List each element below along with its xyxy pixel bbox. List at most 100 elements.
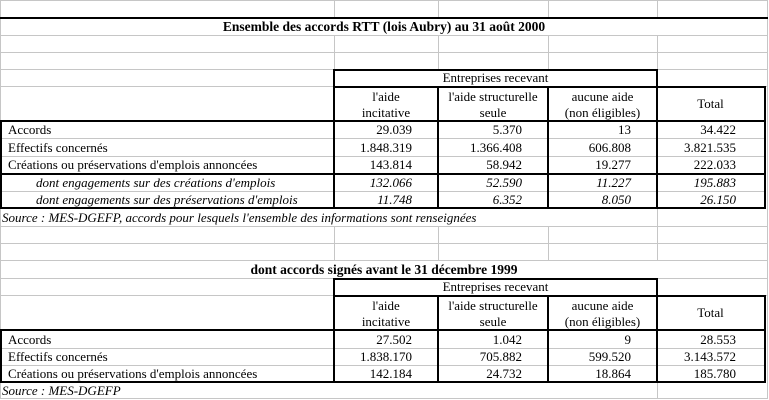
cell-value: 1.838.170 (360, 349, 412, 364)
gridline (657, 0, 658, 17)
cell-value: 24.732 (486, 366, 522, 381)
gridline (548, 35, 549, 69)
gridline (0, 226, 768, 227)
table-border (0, 17, 768, 19)
cell-value: 132.066 (369, 175, 412, 190)
cell-value: 8.050 (601, 192, 631, 207)
cell-value: 195.883 (693, 175, 736, 190)
table-border (333, 69, 335, 209)
gridline (657, 382, 658, 398)
table-border (656, 69, 658, 209)
cell-value: 1.366.408 (470, 140, 522, 155)
table-border (764, 295, 766, 383)
cell-value: 52.590 (486, 175, 522, 190)
row-label: Accords (8, 332, 52, 347)
table1-col-header-aide-structurelle: l'aide structurelle seule (448, 89, 538, 120)
table1-source-note: Source : MES-DGEFP, accords pour lesquel… (2, 210, 477, 225)
table1-group-header: Entreprises recevant (442, 70, 549, 85)
cell-value: 26.150 (700, 192, 736, 207)
table2-title: dont accords signés avant le 31 décembre… (250, 262, 518, 277)
cell-value: 29.039 (376, 122, 412, 137)
cell-value: 9 (624, 332, 632, 347)
table-border (0, 207, 766, 209)
cell-value: 6.352 (492, 192, 522, 207)
table-border (547, 295, 549, 383)
cell-value: 34.422 (700, 122, 736, 137)
cell-value: 142.184 (369, 366, 412, 381)
table-border (334, 86, 766, 88)
gridline (0, 398, 768, 399)
table1-col-header-aucune-aide: aucune aide (non éligibles) (564, 89, 641, 120)
table1-col-header-total: Total (697, 96, 724, 111)
row-label: Créations ou préservations d'emplois ann… (8, 157, 258, 172)
row-label: Effectifs concernés (8, 349, 108, 364)
gridline (0, 0, 768, 1)
table2-col-header-aucune-aide: aucune aide (non éligibles) (564, 298, 641, 329)
table-border (0, 120, 766, 122)
table-border (333, 278, 335, 383)
cell-value: 58.942 (486, 157, 522, 172)
cell-value: 5.370 (492, 122, 522, 137)
gridline (0, 52, 768, 53)
cell-value: 28.553 (700, 332, 736, 347)
cell-value: 1.042 (492, 332, 522, 347)
row-label: dont engagements sur des créations d'emp… (36, 175, 276, 190)
table-border (334, 295, 766, 297)
cell-value: 19.277 (595, 157, 631, 172)
cell-value: 606.808 (588, 140, 631, 155)
table-border (437, 86, 439, 209)
table-border (547, 86, 549, 209)
gridline (0, 365, 766, 366)
table-border (0, 329, 766, 331)
cell-value: 3.821.535 (684, 140, 736, 155)
table2-col-header-aide-incitative: l'aide incitative (361, 298, 411, 329)
gridline (0, 156, 766, 157)
table-border (437, 295, 439, 383)
cell-value: 3.143.572 (684, 349, 736, 364)
row-label: Effectifs concernés (8, 140, 108, 155)
gridline (334, 226, 335, 260)
gridline (438, 35, 439, 69)
row-label: dont engagements sur des préservations d… (36, 192, 298, 207)
gridline (0, 348, 766, 349)
gridline (0, 191, 766, 192)
cell-value: 185.780 (693, 366, 736, 381)
row-label: Créations ou préservations d'emplois ann… (8, 366, 258, 381)
table-border (0, 120, 2, 209)
table-border (0, 329, 2, 383)
row-label: Accords (8, 122, 52, 137)
table-border (764, 86, 766, 209)
gridline (334, 0, 335, 17)
table1-col-header-aide-incitative: l'aide incitative (361, 89, 411, 120)
gridline (334, 35, 335, 69)
cell-value: 143.814 (369, 157, 412, 172)
gridline (0, 138, 766, 139)
gridline (0, 35, 768, 36)
gridline (0, 260, 768, 261)
table2-col-header-aide-structurelle: l'aide structurelle seule (448, 298, 538, 329)
cell-value: 1.848.319 (360, 140, 412, 155)
cell-value: 599.520 (588, 349, 631, 364)
cell-value: 27.502 (376, 332, 412, 347)
gridline (657, 35, 658, 69)
table2-col-header-total: Total (697, 305, 724, 320)
gridline (657, 208, 658, 260)
gridline (548, 0, 549, 17)
cell-value: 11.748 (377, 192, 412, 207)
table2-group-header: Entreprises recevant (442, 279, 549, 294)
table2-source-note: Source : MES-DGEFP (2, 383, 121, 398)
cell-value: 222.033 (693, 157, 736, 172)
cell-value: 13 (618, 122, 631, 137)
cell-value: 18.864 (595, 366, 631, 381)
table-border (0, 173, 766, 175)
table-border (334, 278, 658, 280)
gridline (767, 0, 768, 399)
table1-title: Ensemble des accords RTT (lois Aubry) au… (222, 19, 546, 34)
gridline (0, 243, 768, 244)
gridline (438, 0, 439, 17)
gridline (548, 226, 549, 260)
table-border (0, 381, 766, 383)
table-border (656, 278, 658, 383)
cell-value: 705.882 (479, 349, 522, 364)
